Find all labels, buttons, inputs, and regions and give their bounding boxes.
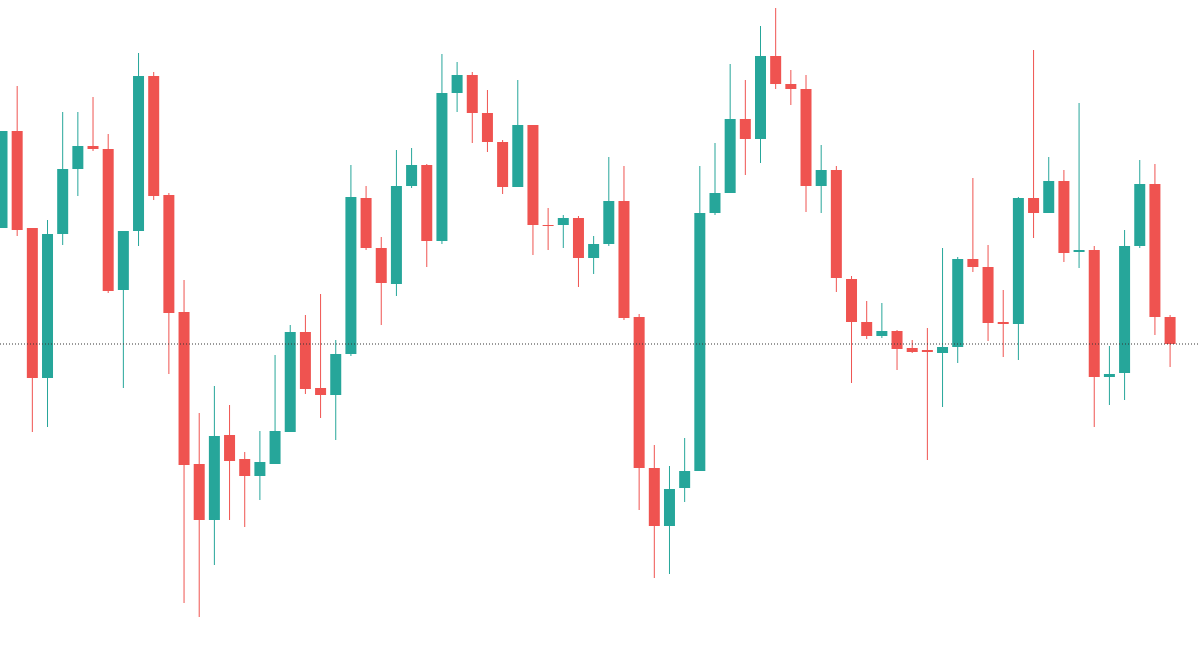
candle-body bbox=[542, 225, 554, 226]
candle-body bbox=[57, 169, 69, 234]
candle-body bbox=[163, 195, 175, 313]
candle-body bbox=[1043, 181, 1055, 213]
candle-body bbox=[1073, 250, 1085, 252]
candle-body bbox=[254, 462, 266, 476]
candle-body bbox=[846, 279, 858, 322]
candle-body bbox=[679, 471, 691, 488]
candle-body bbox=[709, 193, 721, 213]
candle-body bbox=[360, 198, 372, 248]
candle-body bbox=[1028, 198, 1040, 213]
candle-body bbox=[694, 213, 706, 471]
candle-body bbox=[390, 186, 402, 284]
candle-body bbox=[406, 165, 418, 186]
candle-body bbox=[421, 165, 433, 241]
candle-body bbox=[891, 331, 903, 349]
candle-body bbox=[588, 244, 600, 258]
candle-body bbox=[1149, 184, 1161, 317]
candle-body bbox=[87, 146, 99, 149]
candle-body bbox=[921, 350, 933, 352]
candle-body bbox=[755, 56, 766, 139]
candle-body bbox=[800, 89, 812, 186]
candle-body bbox=[1119, 246, 1131, 373]
candle-body bbox=[178, 312, 190, 465]
candle-body bbox=[102, 149, 114, 291]
candle-body bbox=[815, 170, 827, 186]
candle-body bbox=[724, 119, 736, 193]
candle-body bbox=[315, 388, 327, 395]
candle-body bbox=[466, 75, 478, 113]
candle-body bbox=[1012, 198, 1024, 324]
candle-body bbox=[830, 170, 842, 278]
candle-body bbox=[269, 431, 281, 464]
candle-body bbox=[345, 197, 357, 354]
candle-body bbox=[633, 317, 645, 468]
candle-body bbox=[527, 125, 539, 225]
candle-body bbox=[481, 113, 493, 142]
candle-body bbox=[375, 248, 387, 283]
candle-body bbox=[937, 347, 949, 353]
candle-body bbox=[299, 332, 311, 389]
candle-body bbox=[208, 436, 220, 520]
candle-body bbox=[0, 131, 8, 228]
candle-body bbox=[1058, 181, 1070, 253]
candle-body bbox=[952, 259, 964, 347]
candle-body bbox=[876, 331, 888, 336]
candle-body bbox=[603, 201, 615, 244]
candle-body bbox=[512, 125, 524, 187]
candle-body bbox=[1103, 374, 1115, 377]
candle-body bbox=[436, 93, 448, 241]
candle-body bbox=[1134, 184, 1146, 246]
candle-body bbox=[739, 119, 751, 139]
candle-body bbox=[997, 322, 1009, 324]
candle-body bbox=[648, 468, 660, 526]
candle-body bbox=[451, 75, 463, 93]
candle-body bbox=[572, 218, 584, 258]
candle-body bbox=[497, 142, 509, 187]
candle-body bbox=[72, 146, 84, 169]
candle-body bbox=[26, 228, 38, 378]
candle-body bbox=[557, 218, 569, 225]
candle-body bbox=[193, 464, 205, 520]
candle-body bbox=[239, 459, 251, 476]
candle-body bbox=[284, 332, 296, 432]
candle-body bbox=[967, 259, 979, 267]
candle-body bbox=[618, 201, 630, 318]
candle-body bbox=[224, 435, 236, 461]
candle-body bbox=[663, 489, 675, 526]
candle-body bbox=[785, 84, 797, 89]
candle-body bbox=[906, 348, 918, 352]
candle-body bbox=[133, 76, 145, 231]
candle-body bbox=[117, 231, 129, 290]
candle-body bbox=[42, 234, 54, 378]
candle-body bbox=[1088, 250, 1100, 377]
candle-body bbox=[982, 267, 994, 323]
candle-body bbox=[1164, 317, 1176, 344]
candle-body bbox=[861, 322, 873, 336]
candle-body bbox=[330, 354, 342, 395]
candle-body bbox=[770, 56, 782, 84]
candle-body bbox=[11, 131, 23, 230]
candle-body bbox=[148, 76, 160, 196]
